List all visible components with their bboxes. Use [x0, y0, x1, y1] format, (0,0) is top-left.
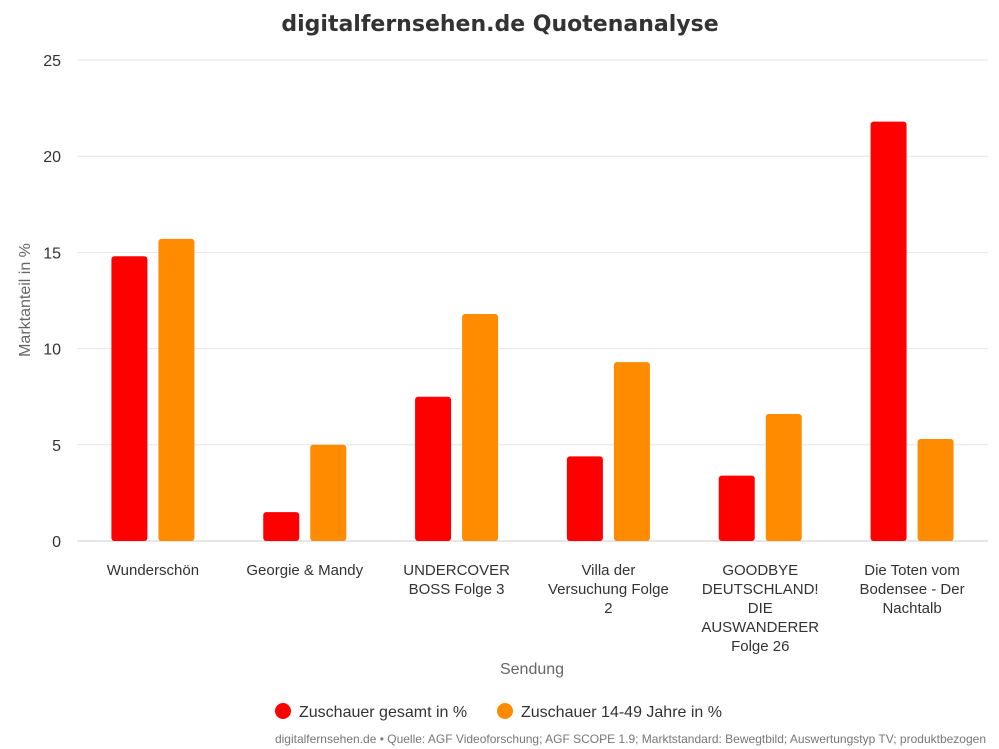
x-category-line: BOSS Folge 3: [409, 581, 505, 598]
x-category-label: UNDERCOVER BOSS Folge 3: [403, 562, 510, 598]
x-category-label: Villa der Versuchung Folge 2: [548, 562, 669, 617]
y-tick-label: 5: [52, 438, 61, 455]
chart-credits: digitalfernsehen.de • Quelle: AGF Videof…: [275, 732, 986, 746]
x-category-line: GOODBYE: [722, 562, 798, 579]
bar-14-49-5: [917, 439, 954, 541]
bar-gesamt-4: [718, 475, 755, 541]
x-category-line: DEUTSCHLAND!: [702, 581, 819, 598]
x-category-line: Villa der: [581, 562, 635, 579]
x-category-line: Bodensee - Der: [860, 581, 965, 598]
x-category-line: Folge 26: [731, 638, 789, 655]
x-category-line: Versuchung Folge: [548, 581, 669, 598]
legend-label: Zuschauer gesamt in %: [299, 704, 467, 721]
legend-swatch: [275, 703, 291, 719]
bar-gesamt-2: [415, 396, 452, 541]
bar-14-49-2: [462, 313, 499, 541]
bar-gesamt-0: [111, 256, 148, 541]
bar-14-49-3: [613, 362, 650, 541]
x-category-line: Wunderschön: [107, 562, 199, 579]
y-tick-label: 10: [43, 342, 61, 359]
bar-14-49-4: [765, 414, 802, 541]
x-category-label: GOODBYE DEUTSCHLAND! DIE AUSWANDERER Folge 2…: [701, 562, 819, 655]
y-tick-label: 0: [52, 534, 61, 551]
bar-14-49-0: [158, 238, 195, 541]
x-category-label: Georgie & Mandy: [246, 562, 363, 579]
legend: Zuschauer gesamt in % Zuschauer 14-49 Jah…: [275, 703, 722, 721]
y-tick-label: 20: [43, 149, 61, 166]
bars: [111, 121, 954, 542]
x-category-label: Wunderschön: [107, 562, 199, 579]
x-axis-categories: Wunderschön Georgie & Mandy UNDERCOVER BOSS…: [107, 562, 965, 655]
x-category-line: Nachtalb: [882, 600, 941, 617]
chart-title: digitalfernsehen.de Quotenanalyse: [281, 12, 718, 37]
x-category-line: DIE: [748, 600, 773, 617]
x-category-line: Die Toten vom: [864, 562, 960, 579]
legend-label: Zuschauer 14-49 Jahre in %: [521, 704, 722, 721]
x-category-line: AUSWANDERER: [701, 619, 819, 636]
bar-gesamt-1: [263, 512, 300, 541]
legend-swatch: [497, 703, 513, 719]
x-category-line: Georgie & Mandy: [246, 562, 363, 579]
y-tick-label: 25: [43, 53, 61, 70]
y-axis-ticks: 0 5 10 15 20 25: [43, 53, 61, 551]
bar-gesamt-3: [566, 456, 603, 541]
x-category-line: UNDERCOVER: [403, 562, 510, 579]
bar-14-49-1: [310, 444, 347, 541]
y-axis-title: Marktanteil in %: [17, 243, 34, 357]
gridlines: [77, 59, 988, 542]
bar-gesamt-5: [870, 121, 907, 542]
x-axis-title: Sendung: [500, 661, 564, 678]
y-tick-label: 15: [43, 245, 61, 262]
x-category-label: Die Toten vom Bodensee - Der Nachtalb: [860, 562, 965, 617]
x-category-line: 2: [604, 600, 612, 617]
